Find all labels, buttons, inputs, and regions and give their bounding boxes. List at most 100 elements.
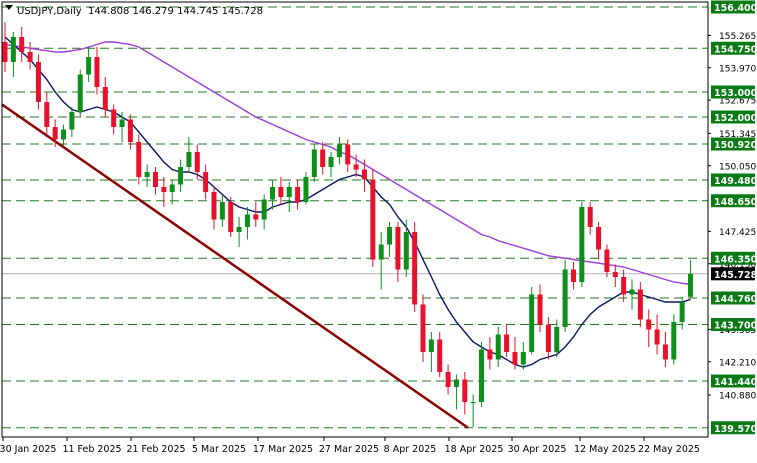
- candle[interactable]: [77, 69, 83, 118]
- candle-body: [219, 202, 225, 220]
- candle[interactable]: [637, 282, 643, 327]
- candle[interactable]: [219, 194, 225, 228]
- x-axis-tick-label: 22 May 2025: [638, 444, 700, 455]
- candle[interactable]: [570, 262, 576, 290]
- candle[interactable]: [136, 134, 142, 185]
- candle[interactable]: [10, 32, 16, 77]
- candle[interactable]: [403, 219, 409, 278]
- candle[interactable]: [420, 294, 426, 363]
- candle[interactable]: [554, 319, 560, 358]
- candle-body: [211, 192, 217, 220]
- candle[interactable]: [303, 172, 309, 205]
- candle[interactable]: [27, 42, 33, 70]
- candle[interactable]: [387, 222, 393, 257]
- candle[interactable]: [654, 314, 660, 355]
- candle[interactable]: [412, 222, 418, 312]
- candle[interactable]: [604, 244, 610, 278]
- candle[interactable]: [688, 260, 694, 299]
- candle[interactable]: [244, 207, 250, 240]
- candle[interactable]: [545, 317, 551, 360]
- candle[interactable]: [169, 179, 175, 205]
- candle[interactable]: [44, 92, 50, 135]
- candle[interactable]: [127, 114, 133, 150]
- candle[interactable]: [646, 309, 652, 348]
- candle[interactable]: [102, 77, 108, 117]
- candle[interactable]: [203, 164, 209, 200]
- candle[interactable]: [462, 372, 468, 415]
- candle[interactable]: [295, 179, 301, 210]
- candle[interactable]: [395, 222, 401, 282]
- candle[interactable]: [621, 269, 627, 303]
- candle[interactable]: [278, 177, 284, 205]
- candle[interactable]: [186, 137, 192, 172]
- candle[interactable]: [520, 342, 526, 370]
- candle[interactable]: [361, 159, 367, 193]
- candle[interactable]: [261, 194, 267, 230]
- candle[interactable]: [479, 342, 485, 407]
- candle[interactable]: [86, 47, 92, 82]
- candle[interactable]: [119, 112, 125, 142]
- candle-body: [629, 289, 635, 295]
- candle[interactable]: [178, 159, 184, 193]
- candle[interactable]: [495, 327, 501, 367]
- candle[interactable]: [512, 337, 518, 370]
- candle[interactable]: [152, 167, 158, 195]
- candle-body: [387, 227, 393, 245]
- candle[interactable]: [2, 22, 8, 72]
- candle[interactable]: [286, 182, 292, 212]
- candle[interactable]: [328, 152, 334, 177]
- candle[interactable]: [537, 284, 543, 333]
- candle-body: [621, 277, 627, 295]
- collapse-triangle-icon[interactable]: [5, 5, 13, 10]
- candle[interactable]: [111, 104, 117, 135]
- candle[interactable]: [587, 202, 593, 235]
- candle[interactable]: [270, 179, 276, 210]
- candle[interactable]: [144, 164, 150, 188]
- candle[interactable]: [69, 107, 75, 137]
- candle[interactable]: [345, 139, 351, 173]
- candle[interactable]: [470, 394, 476, 428]
- candle[interactable]: [194, 144, 200, 180]
- candle[interactable]: [19, 27, 25, 62]
- candle[interactable]: [562, 259, 568, 333]
- candle[interactable]: [596, 222, 602, 260]
- candle[interactable]: [161, 177, 167, 207]
- candle[interactable]: [629, 279, 635, 310]
- current-price-label: 145.728: [711, 267, 757, 281]
- candle[interactable]: [579, 202, 585, 287]
- candle[interactable]: [61, 124, 67, 148]
- candle[interactable]: [378, 232, 384, 290]
- candle-body: [144, 172, 150, 177]
- level-price-label: 141.440: [711, 374, 757, 388]
- candle[interactable]: [94, 47, 100, 95]
- candle[interactable]: [35, 54, 41, 110]
- candle[interactable]: [52, 119, 58, 148]
- candle[interactable]: [437, 332, 443, 377]
- candle-body: [94, 57, 100, 87]
- candle[interactable]: [612, 264, 618, 288]
- candle-body: [345, 144, 351, 165]
- candle-body: [445, 372, 451, 387]
- candle[interactable]: [671, 314, 677, 365]
- candle[interactable]: [487, 337, 493, 370]
- candle[interactable]: [353, 154, 359, 178]
- candle[interactable]: [662, 332, 668, 367]
- candle[interactable]: [504, 324, 510, 358]
- candle[interactable]: [453, 374, 459, 410]
- candle[interactable]: [211, 187, 217, 230]
- candle[interactable]: [529, 287, 535, 355]
- candle[interactable]: [236, 217, 242, 247]
- candle[interactable]: [336, 137, 342, 165]
- candle[interactable]: [228, 197, 234, 237]
- candle[interactable]: [253, 202, 259, 227]
- candle[interactable]: [679, 297, 685, 330]
- candle[interactable]: [445, 364, 451, 395]
- candle-body: [437, 339, 443, 372]
- candle[interactable]: [370, 169, 376, 268]
- candle-body: [186, 152, 192, 167]
- candle[interactable]: [320, 142, 326, 175]
- candle[interactable]: [428, 332, 434, 372]
- trendline[interactable]: [1, 103, 469, 429]
- candle-body: [403, 232, 409, 270]
- candle[interactable]: [311, 144, 317, 183]
